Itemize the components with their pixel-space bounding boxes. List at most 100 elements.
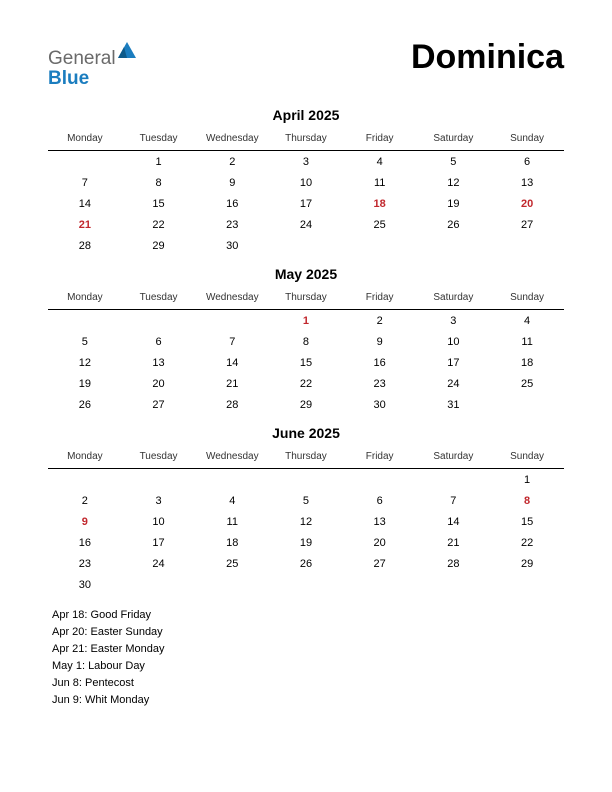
holiday-item: May 1: Labour Day: [52, 658, 564, 675]
day-header: Sunday: [490, 286, 564, 310]
day-cell: [417, 469, 491, 491]
table-row: 1: [48, 469, 564, 491]
day-cell: 23: [195, 214, 269, 235]
day-header: Wednesday: [195, 286, 269, 310]
day-cell: [343, 574, 417, 595]
day-cell: 24: [122, 553, 196, 574]
day-cell: 22: [122, 214, 196, 235]
day-header: Thursday: [269, 286, 343, 310]
day-cell: 27: [490, 214, 564, 235]
logo-text-blue: Blue: [48, 68, 89, 89]
table-row: 78910111213: [48, 172, 564, 193]
day-cell: 25: [195, 553, 269, 574]
month-block: April 2025 MondayTuesdayWednesdayThursday…: [48, 107, 564, 256]
table-row: 21222324252627: [48, 214, 564, 235]
day-cell: 25: [490, 373, 564, 394]
month-title: June 2025: [48, 425, 564, 441]
day-cell: [48, 151, 122, 173]
day-cell: 1: [269, 310, 343, 332]
day-cell: 14: [417, 511, 491, 532]
day-cell: 8: [269, 331, 343, 352]
day-cell: 17: [417, 352, 491, 373]
day-cell: 29: [490, 553, 564, 574]
day-cell: 27: [122, 394, 196, 415]
logo-text-general: General: [48, 48, 116, 69]
day-cell: 26: [48, 394, 122, 415]
logo-triangle-icon: [118, 42, 136, 58]
day-cell: 28: [195, 394, 269, 415]
day-cell: 21: [48, 214, 122, 235]
day-cell: 20: [343, 532, 417, 553]
holiday-list: Apr 18: Good FridayApr 20: Easter Sunday…: [48, 607, 564, 709]
day-cell: 19: [48, 373, 122, 394]
day-cell: [48, 310, 122, 332]
day-cell: 18: [195, 532, 269, 553]
day-cell: 26: [269, 553, 343, 574]
day-cell: 13: [490, 172, 564, 193]
day-cell: [490, 394, 564, 415]
day-cell: 10: [417, 331, 491, 352]
day-cell: 19: [269, 532, 343, 553]
day-cell: 22: [269, 373, 343, 394]
day-cell: 6: [343, 490, 417, 511]
table-row: 30: [48, 574, 564, 595]
table-row: 14151617181920: [48, 193, 564, 214]
day-cell: 4: [195, 490, 269, 511]
day-cell: 19: [417, 193, 491, 214]
day-cell: 29: [122, 235, 196, 256]
calendar-table: MondayTuesdayWednesdayThursdayFridaySatu…: [48, 127, 564, 256]
day-cell: 13: [122, 352, 196, 373]
day-cell: 30: [343, 394, 417, 415]
day-cell: 29: [269, 394, 343, 415]
table-row: 23242526272829: [48, 553, 564, 574]
day-cell: 6: [122, 331, 196, 352]
day-header: Monday: [48, 445, 122, 469]
day-cell: 10: [122, 511, 196, 532]
day-cell: 17: [269, 193, 343, 214]
day-cell: 18: [490, 352, 564, 373]
day-header: Saturday: [417, 286, 491, 310]
month-title: April 2025: [48, 107, 564, 123]
day-cell: [269, 235, 343, 256]
day-cell: [195, 310, 269, 332]
day-header: Friday: [343, 286, 417, 310]
day-cell: 30: [195, 235, 269, 256]
day-cell: 11: [195, 511, 269, 532]
day-cell: 14: [48, 193, 122, 214]
day-cell: 1: [122, 151, 196, 173]
day-header: Monday: [48, 127, 122, 151]
day-cell: 5: [48, 331, 122, 352]
day-cell: 16: [343, 352, 417, 373]
table-row: 2345678: [48, 490, 564, 511]
day-cell: 6: [490, 151, 564, 173]
day-header: Friday: [343, 445, 417, 469]
day-cell: [343, 235, 417, 256]
day-cell: 15: [269, 352, 343, 373]
holiday-item: Apr 18: Good Friday: [52, 607, 564, 624]
page-title: Dominica: [411, 38, 564, 77]
day-header: Monday: [48, 286, 122, 310]
day-cell: 3: [269, 151, 343, 173]
day-cell: 21: [417, 532, 491, 553]
day-cell: 7: [195, 331, 269, 352]
day-cell: 16: [48, 532, 122, 553]
holiday-item: Apr 20: Easter Sunday: [52, 624, 564, 641]
day-cell: 27: [343, 553, 417, 574]
day-cell: 12: [48, 352, 122, 373]
day-cell: 7: [48, 172, 122, 193]
day-cell: 23: [343, 373, 417, 394]
day-cell: 1: [490, 469, 564, 491]
day-cell: 28: [417, 553, 491, 574]
table-row: 567891011: [48, 331, 564, 352]
day-cell: 13: [343, 511, 417, 532]
day-cell: 2: [343, 310, 417, 332]
day-header: Tuesday: [122, 445, 196, 469]
table-row: 282930: [48, 235, 564, 256]
day-cell: 2: [48, 490, 122, 511]
day-cell: [490, 574, 564, 595]
day-header: Saturday: [417, 127, 491, 151]
day-cell: [343, 469, 417, 491]
day-cell: 28: [48, 235, 122, 256]
day-cell: 25: [343, 214, 417, 235]
day-cell: [48, 469, 122, 491]
